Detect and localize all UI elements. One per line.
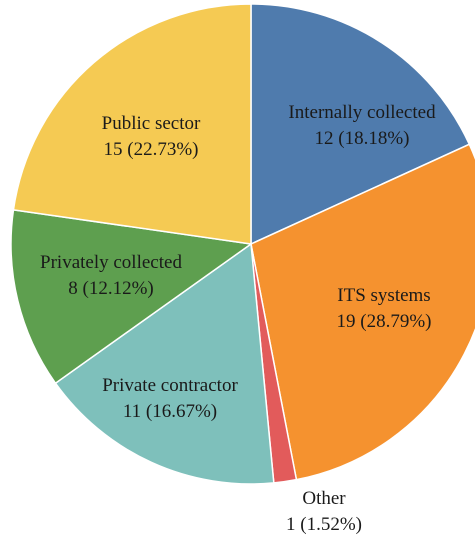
pie-slice-privately-collected	[10, 208, 253, 385]
pie-slice-private-contractor	[54, 242, 275, 485]
pie-labels: Internally collected 12 (18.18%) ITS syste…	[40, 102, 436, 535]
slice-value-public-sector: 15 (22.73%)	[104, 139, 199, 160]
slice-value-other: 1 (1.52%)	[286, 514, 362, 535]
slice-label-private-contractor: Private contractor	[102, 375, 238, 396]
slice-label-its-systems: ITS systems	[337, 285, 430, 306]
slice-value-private-contractor: 11 (16.67%)	[123, 401, 217, 422]
pie-slice-public-sector	[12, 3, 252, 245]
slice-value-its-systems: 19 (28.79%)	[337, 311, 432, 332]
pie-slices	[10, 3, 475, 485]
pie-slice-internally-collected	[250, 3, 471, 246]
slice-label-internally-collected: Internally collected	[288, 102, 436, 123]
slice-label-public-sector: Public sector	[102, 113, 201, 134]
slice-value-internally-collected: 12 (18.18%)	[315, 128, 410, 149]
slice-label-privately-collected: Privately collected	[40, 252, 182, 273]
slice-label-other: Other	[302, 488, 346, 509]
pie-slice-its-systems	[250, 143, 475, 481]
slice-value-privately-collected: 8 (12.12%)	[68, 278, 153, 299]
